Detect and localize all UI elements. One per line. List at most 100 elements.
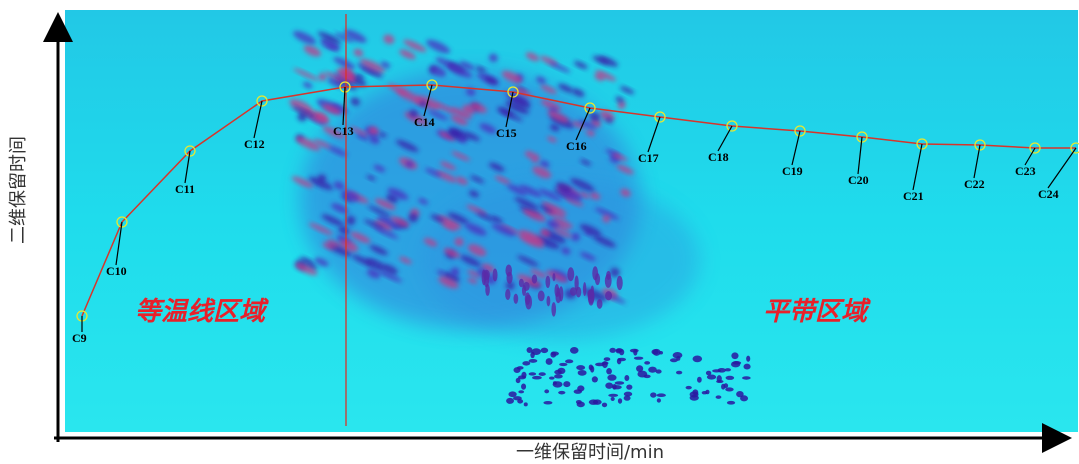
blob: [541, 348, 549, 353]
blob: [624, 392, 632, 397]
blob: [686, 386, 692, 390]
blob: [716, 395, 722, 398]
peak-label: C15: [496, 126, 517, 140]
blob: [559, 363, 567, 366]
blob: [551, 302, 556, 316]
blob: [630, 349, 639, 353]
blob: [693, 356, 703, 363]
blob: [508, 391, 516, 397]
blob: [746, 356, 750, 362]
peak-label: C14: [414, 115, 435, 129]
blob: [577, 402, 585, 408]
blob: [618, 398, 622, 403]
blob: [717, 375, 722, 382]
blob: [516, 378, 521, 383]
region-label: 平带区域: [763, 297, 871, 327]
blob: [617, 276, 623, 290]
blob: [606, 368, 612, 374]
peak-label: C13: [333, 124, 354, 138]
peak-label: C18: [708, 150, 729, 164]
peak-label: C22: [964, 177, 985, 191]
blob: [593, 399, 602, 404]
blob: [546, 358, 553, 365]
blob: [565, 359, 573, 363]
blob: [592, 376, 598, 382]
blob: [692, 389, 698, 395]
haze: [420, 180, 700, 340]
blob: [607, 374, 616, 380]
blob: [544, 389, 549, 393]
blob: [656, 369, 662, 373]
blob: [531, 348, 540, 355]
blob: [653, 349, 661, 356]
x-axis-label: 一维保留时间/min: [516, 442, 664, 463]
blob: [707, 375, 716, 380]
blob: [725, 387, 733, 391]
blob: [505, 265, 512, 277]
y-axis-label: 二维保留时间: [8, 136, 29, 244]
peak-label: C19: [782, 164, 803, 178]
blob: [505, 289, 510, 300]
blob: [657, 398, 661, 402]
peak-label: C23: [1015, 164, 1036, 178]
blob: [521, 383, 526, 389]
blob: [744, 364, 751, 370]
blob: [637, 371, 647, 378]
blob: [553, 381, 557, 385]
blob: [608, 394, 618, 397]
blob: [552, 273, 555, 281]
blob: [731, 352, 738, 359]
blob: [697, 377, 702, 383]
blob: [602, 403, 607, 408]
blob: [578, 370, 587, 376]
peak-label: C16: [566, 139, 587, 153]
blob: [556, 291, 562, 303]
blob: [483, 270, 490, 280]
peak-label: C11: [175, 182, 195, 196]
blob: [612, 384, 616, 390]
blob: [611, 397, 615, 401]
peak-label: C20: [848, 173, 869, 187]
blob: [736, 391, 744, 397]
blob: [577, 385, 584, 391]
blob: [517, 366, 524, 370]
blob: [626, 385, 632, 390]
blob: [557, 368, 565, 374]
blob: [727, 401, 735, 405]
blob: [485, 284, 490, 296]
peak-label: C9: [72, 331, 87, 345]
blob: [602, 361, 608, 368]
blob: [650, 392, 656, 397]
blob: [521, 372, 526, 378]
blob: [549, 376, 554, 379]
blob: [592, 266, 598, 280]
blob: [539, 372, 546, 376]
blob: [543, 401, 552, 405]
blob: [676, 371, 682, 375]
blob: [529, 359, 538, 363]
blob: [606, 271, 611, 280]
blob: [554, 374, 563, 378]
blob: [558, 391, 565, 395]
blob: [551, 352, 559, 356]
blob: [493, 269, 498, 282]
peak-label: C12: [244, 137, 265, 151]
blob: [742, 376, 751, 380]
peak-label: C24: [1038, 187, 1059, 201]
blob: [567, 267, 574, 281]
blob: [563, 381, 570, 387]
region-label: 等温线区域: [135, 297, 269, 327]
blob: [721, 384, 725, 390]
blob: [517, 399, 523, 404]
blob: [545, 276, 550, 288]
blob: [605, 382, 613, 388]
blob: [522, 285, 526, 296]
blob: [576, 365, 585, 370]
peak-label: C17: [638, 151, 659, 165]
peak-label: C21: [903, 189, 924, 203]
blob: [624, 375, 629, 381]
blob: [524, 402, 528, 406]
blob: [532, 275, 537, 284]
figure: C9C10C11C12C13C14C15C16C17C18C19C20C21C2…: [0, 0, 1079, 464]
blob: [518, 390, 524, 393]
